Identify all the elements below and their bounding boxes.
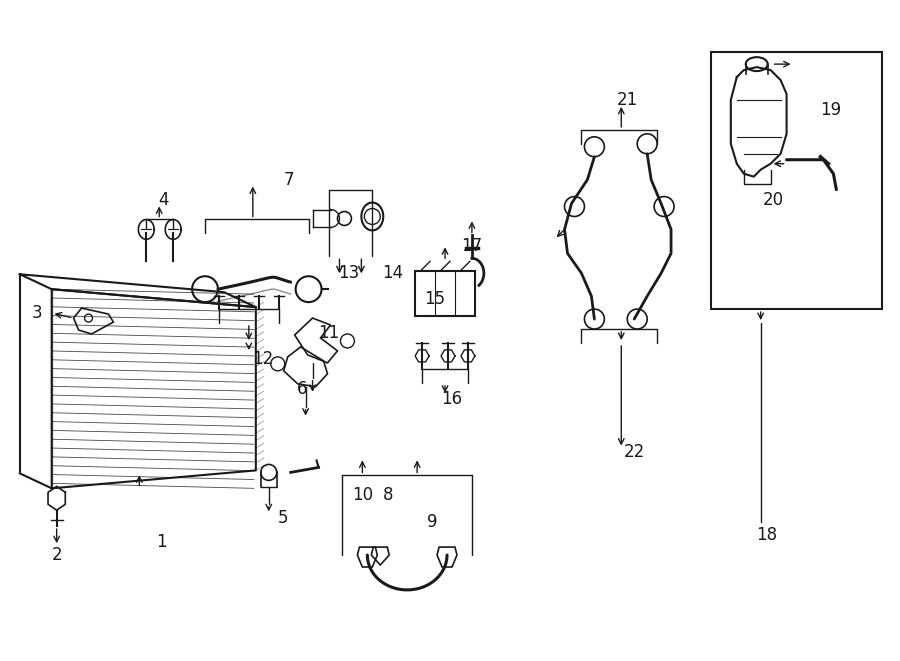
Text: 1: 1 [156,533,166,551]
Text: 5: 5 [277,509,288,527]
Text: 16: 16 [441,390,463,408]
Bar [415,271,475,316]
Text: 15: 15 [425,290,446,308]
Text: 7: 7 [284,171,294,188]
Text: 13: 13 [338,264,359,282]
Text: 22: 22 [624,444,644,461]
Text: 12: 12 [252,350,274,368]
Text: 11: 11 [318,324,339,342]
Text: 19: 19 [820,101,841,119]
Bar [711,52,882,309]
Text: 14: 14 [382,264,403,282]
Text: 18: 18 [756,526,778,544]
Text: 20: 20 [763,190,784,209]
Text: 17: 17 [462,237,482,255]
Text: 9: 9 [427,513,437,531]
Text: 6: 6 [297,380,308,398]
Text: 4: 4 [158,190,168,209]
Text: 10: 10 [352,486,373,504]
Text: 2: 2 [51,546,62,564]
Text: 21: 21 [616,91,638,109]
Text: 3: 3 [32,304,42,322]
Text: 8: 8 [383,486,393,504]
